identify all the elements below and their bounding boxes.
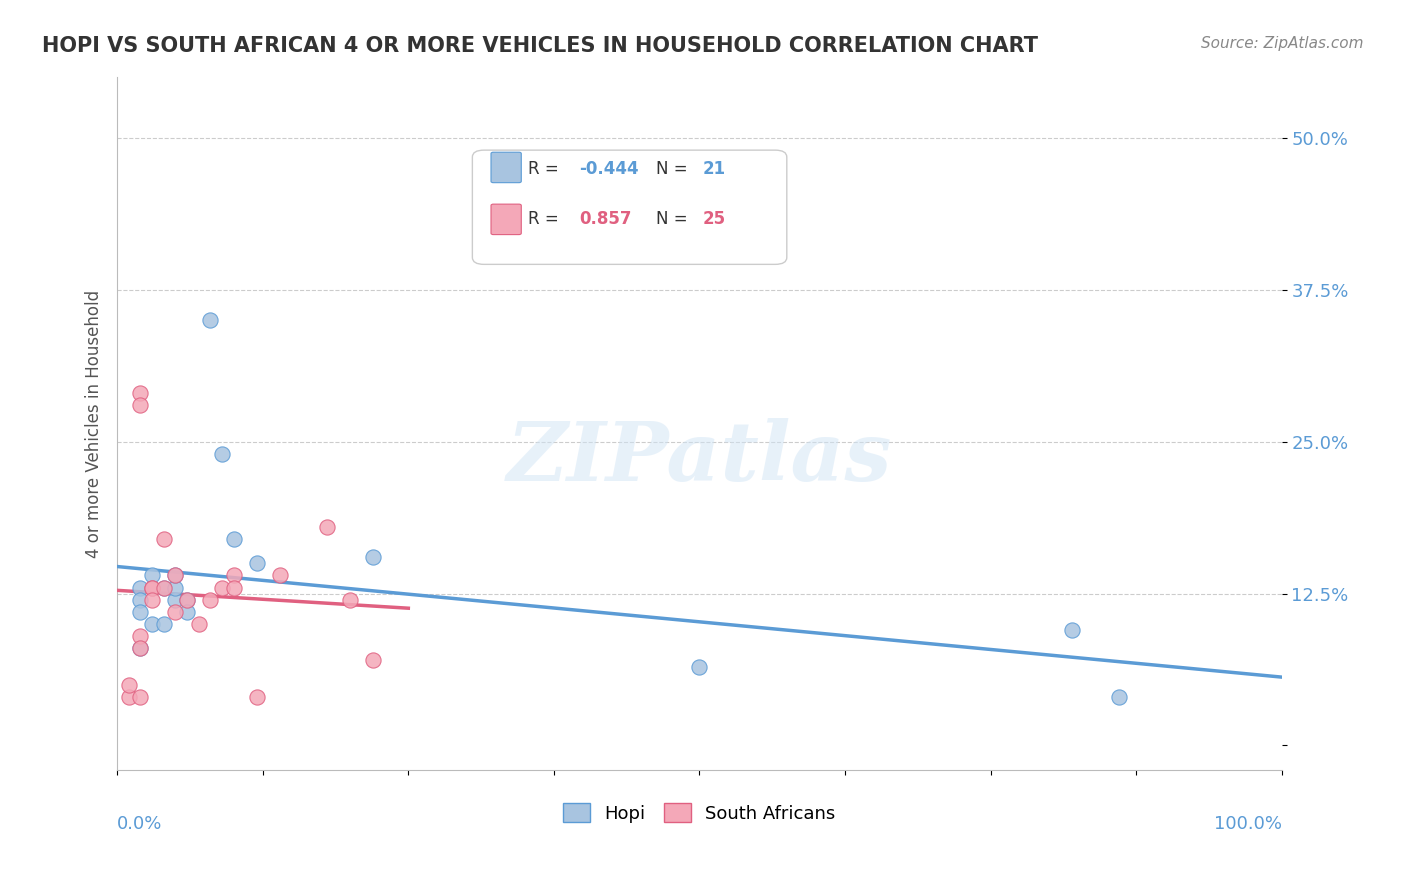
Hopi [141,568,163,582]
FancyBboxPatch shape [491,204,522,235]
Legend: Hopi, South Africans: Hopi, South Africans [555,797,844,830]
Text: 0.857: 0.857 [579,211,633,228]
South Africans [339,592,361,607]
Text: HOPI VS SOUTH AFRICAN 4 OR MORE VEHICLES IN HOUSEHOLD CORRELATION CHART: HOPI VS SOUTH AFRICAN 4 OR MORE VEHICLES… [42,36,1038,55]
Hopi [211,447,233,461]
South Africans [315,520,337,534]
Text: N =: N = [657,211,693,228]
South Africans [141,581,163,595]
Hopi [222,532,245,546]
South Africans [165,605,187,619]
FancyBboxPatch shape [491,153,522,183]
FancyBboxPatch shape [472,150,787,264]
Text: 100.0%: 100.0% [1213,814,1282,833]
South Africans [118,690,141,704]
South Africans [363,653,385,667]
Text: 21: 21 [703,160,725,178]
Hopi [688,659,710,673]
Text: 25: 25 [703,211,725,228]
Text: R =: R = [529,160,564,178]
Text: Source: ZipAtlas.com: Source: ZipAtlas.com [1201,36,1364,51]
Hopi [129,605,152,619]
Hopi [165,568,187,582]
South Africans [152,581,174,595]
Text: 0.0%: 0.0% [117,814,163,833]
Hopi [1062,623,1084,637]
South Africans [222,581,245,595]
South Africans [118,678,141,692]
Hopi [246,556,269,570]
South Africans [141,592,163,607]
South Africans [176,592,198,607]
South Africans [222,568,245,582]
South Africans [141,581,163,595]
Hopi [165,581,187,595]
Hopi [200,313,222,327]
Hopi [363,550,385,565]
Hopi [152,617,174,632]
Y-axis label: 4 or more Vehicles in Household: 4 or more Vehicles in Household [86,290,103,558]
South Africans [129,690,152,704]
Hopi [1108,690,1130,704]
South Africans [200,592,222,607]
South Africans [129,398,152,412]
South Africans [211,581,233,595]
South Africans [165,568,187,582]
South Africans [129,641,152,656]
South Africans [129,386,152,401]
South Africans [129,629,152,643]
Text: R =: R = [529,211,564,228]
Hopi [129,641,152,656]
Hopi [176,605,198,619]
Text: -0.444: -0.444 [579,160,640,178]
Hopi [176,592,198,607]
Hopi [129,581,152,595]
South Africans [152,532,174,546]
Hopi [129,592,152,607]
Hopi [165,592,187,607]
Hopi [141,617,163,632]
Text: ZIPatlas: ZIPatlas [506,418,893,499]
South Africans [269,568,291,582]
Text: N =: N = [657,160,693,178]
South Africans [246,690,269,704]
Hopi [152,581,174,595]
South Africans [187,617,209,632]
